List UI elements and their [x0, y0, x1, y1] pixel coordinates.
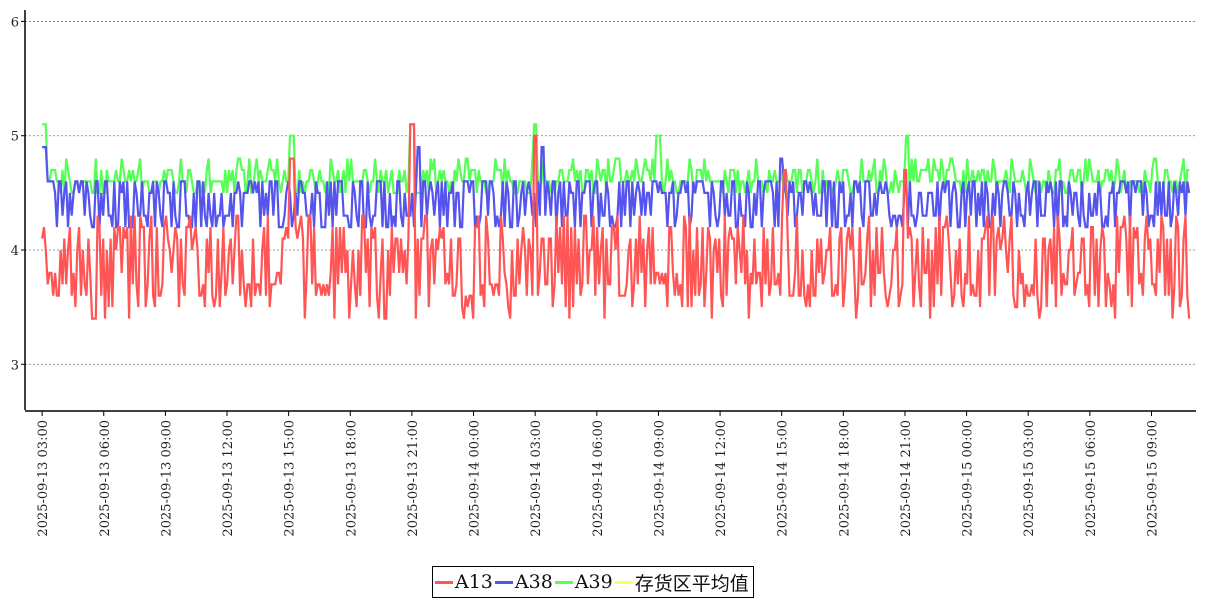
x-tick-label: 2025-09-14 06:00 — [591, 420, 606, 537]
legend-item-a13[interactable]: A13 — [435, 571, 493, 593]
legend-item-a39[interactable]: A39 — [554, 571, 613, 593]
x-tick-label: 2025-09-14 00:00 — [468, 420, 483, 537]
y-tick-label: 5 — [11, 130, 19, 145]
axes — [24, 10, 1196, 412]
legend-item-a38[interactable]: A38 — [494, 571, 553, 593]
legend-swatch-a39 — [554, 580, 573, 584]
x-tick-label: 2025-09-15 06:00 — [1084, 420, 1099, 537]
series-line-a13 — [41, 123, 1191, 320]
x-tick-label: 2025-09-13 15:00 — [283, 420, 298, 537]
series-line-a38 — [42, 146, 1191, 229]
legend-item-average[interactable]: 存货区平均值 — [614, 569, 749, 596]
x-tick-label: 2025-09-14 15:00 — [776, 420, 791, 537]
x-tick-label: 2025-09-13 18:00 — [344, 420, 359, 537]
x-tick-label: 2025-09-15 09:00 — [1145, 420, 1160, 537]
x-tick-label: 2025-09-15 03:00 — [1022, 420, 1037, 537]
x-tick-label: 2025-09-14 09:00 — [652, 420, 667, 537]
legend-swatch-a38 — [494, 580, 513, 584]
y-tick-label: 6 — [11, 15, 19, 30]
legend-label-a38: A38 — [514, 571, 553, 593]
x-tick-label: 2025-09-13 21:00 — [406, 420, 421, 537]
x-tick-label: 2025-09-15 00:00 — [961, 420, 976, 537]
legend-label-a39: A39 — [574, 571, 613, 593]
y-tick-label: 3 — [11, 358, 19, 373]
y-tick-label: 4 — [11, 244, 19, 259]
x-tick-label: 2025-09-13 03:00 — [36, 420, 51, 537]
x-tick-label: 2025-09-14 03:00 — [529, 420, 544, 537]
y-tick-labels: 3 4 5 6 — [11, 15, 25, 373]
x-tick-label: 2025-09-14 18:00 — [837, 420, 852, 537]
x-tick-label: 2025-09-13 09:00 — [159, 420, 174, 537]
series-layer — [41, 123, 1191, 320]
legend-label-a13: A13 — [455, 571, 493, 593]
legend: A13 A38 A39 存货区平均值 — [432, 566, 754, 598]
x-tick-label: 2025-09-13 12:00 — [221, 420, 236, 537]
legend-swatch-average — [614, 580, 633, 584]
legend-label-average: 存货区平均值 — [634, 572, 749, 595]
legend-swatch-a13 — [435, 580, 453, 584]
series-line-a39 — [42, 123, 1190, 194]
x-tick-labels: 2025-09-13 03:00 2025-09-13 06:00 2025-09-… — [36, 411, 1160, 537]
x-tick-label: 2025-09-13 06:00 — [98, 420, 113, 537]
x-tick-label: 2025-09-14 12:00 — [714, 420, 729, 537]
x-tick-label: 2025-09-14 21:00 — [899, 420, 914, 537]
